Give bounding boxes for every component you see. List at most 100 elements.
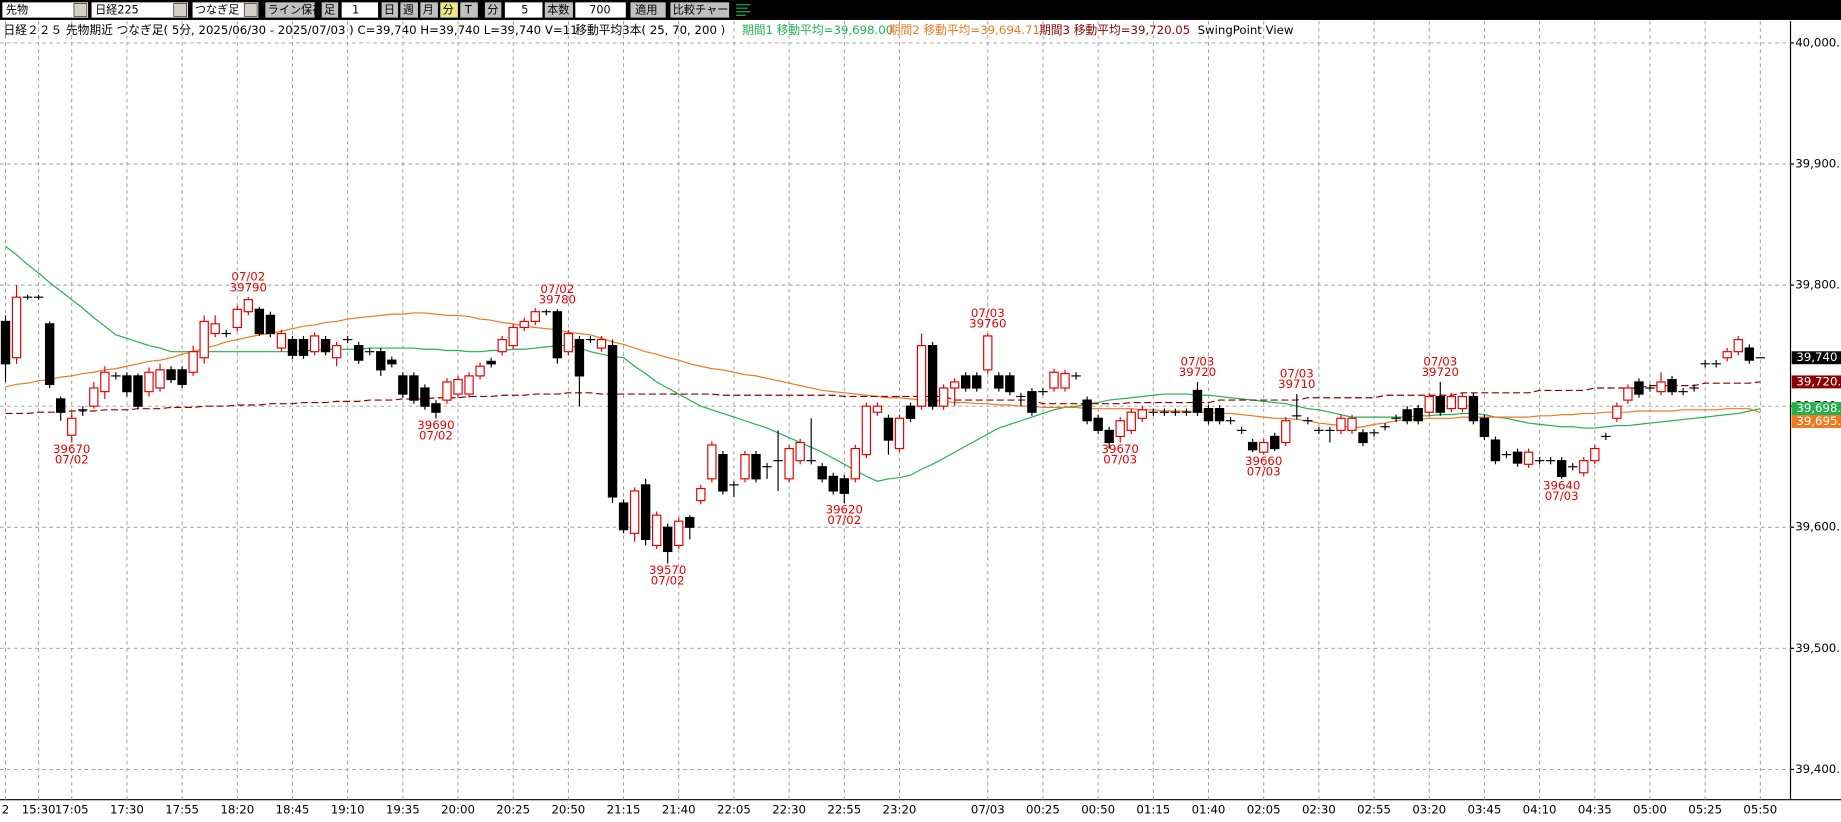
candle-body bbox=[850, 447, 861, 480]
button-text: 比較チャート bbox=[673, 3, 740, 17]
button[interactable] bbox=[420, 2, 438, 18]
swing-price: 39710 bbox=[1278, 377, 1315, 391]
input-box[interactable] bbox=[575, 2, 626, 18]
candle-body bbox=[475, 365, 485, 377]
candle-body bbox=[398, 375, 408, 395]
candle-body bbox=[1490, 439, 1501, 462]
moving-average bbox=[5, 381, 1761, 415]
x-tick-label: 18:20 bbox=[220, 803, 254, 817]
button[interactable] bbox=[381, 2, 399, 18]
y-tick-label: 39,900. bbox=[1795, 157, 1840, 171]
candle-body bbox=[243, 299, 254, 313]
button-text: ライン保存 bbox=[268, 3, 324, 17]
candle-body bbox=[1623, 387, 1633, 401]
y-tick-label: 39,600. bbox=[1795, 520, 1840, 534]
button-text: 適用 bbox=[635, 3, 657, 17]
x-tick-label: 21:40 bbox=[662, 803, 696, 817]
candle-body bbox=[607, 345, 618, 498]
candle-body bbox=[1115, 420, 1125, 438]
button[interactable] bbox=[400, 2, 418, 18]
candle-body bbox=[740, 454, 750, 480]
x-tick-label: 17:30 bbox=[110, 803, 144, 817]
candle-body bbox=[287, 338, 298, 356]
x-tick-label: 20:25 bbox=[496, 803, 530, 817]
x-tick-label: 07/03 bbox=[971, 803, 1005, 817]
candle-body bbox=[1005, 375, 1015, 393]
candle-body bbox=[718, 454, 728, 492]
swing-date: 07/03 bbox=[1247, 465, 1281, 479]
input-box[interactable] bbox=[341, 2, 379, 18]
candle-body bbox=[640, 484, 651, 540]
candle-body bbox=[56, 398, 66, 413]
button[interactable] bbox=[670, 2, 730, 18]
candle-body bbox=[883, 417, 894, 441]
header-ma3: 期間3 移動平均=39,720.05 bbox=[1039, 23, 1190, 37]
price-tag-label: 39,720. bbox=[1796, 374, 1841, 388]
candle-body bbox=[232, 308, 242, 329]
swing-price: 39670 bbox=[1102, 442, 1139, 456]
swing-date: 07/02 bbox=[540, 282, 574, 296]
y-tick-label: 39,400. bbox=[1795, 762, 1840, 776]
x-tick-label: 18:45 bbox=[276, 803, 310, 817]
swing-price: 39670 bbox=[53, 442, 90, 456]
select-arrow[interactable] bbox=[73, 3, 88, 17]
label-box bbox=[321, 2, 339, 18]
button-active[interactable] bbox=[440, 2, 458, 18]
input-text: 700 bbox=[589, 4, 610, 17]
swing-date: 07/03 bbox=[1280, 367, 1314, 381]
input-box[interactable] bbox=[504, 2, 543, 18]
candle-body bbox=[927, 345, 938, 407]
candle-body bbox=[629, 490, 640, 534]
price-tag bbox=[1791, 375, 1841, 389]
button-text: T bbox=[464, 4, 472, 17]
x-tick-label: 15:30 bbox=[22, 803, 56, 817]
swing-price: 39760 bbox=[969, 317, 1006, 331]
candle-body bbox=[409, 375, 419, 401]
candle-body bbox=[1049, 371, 1059, 389]
button[interactable] bbox=[265, 2, 315, 18]
candle-body bbox=[100, 371, 110, 393]
price-tag-label: 39,698. bbox=[1796, 401, 1841, 415]
candle-body bbox=[276, 332, 287, 349]
candle-body bbox=[1523, 451, 1534, 465]
select-arrow[interactable] bbox=[173, 3, 187, 17]
candle-body bbox=[1214, 408, 1225, 422]
candle-body bbox=[1512, 451, 1523, 464]
icon[interactable] bbox=[736, 4, 751, 16]
swing-date: 07/02 bbox=[651, 574, 685, 588]
y-tick-label: 39,500. bbox=[1795, 641, 1840, 655]
select-box[interactable] bbox=[2, 2, 89, 18]
header-ma1: 期間1 移動平均=39,698.00 bbox=[742, 23, 893, 37]
candle-body bbox=[1667, 378, 1677, 393]
candle-body bbox=[1104, 429, 1114, 444]
candle-body bbox=[894, 417, 905, 450]
swing-date: 07/03 bbox=[1103, 453, 1137, 467]
x-tick-label: 21:15 bbox=[607, 803, 641, 817]
candle-body bbox=[1722, 351, 1732, 359]
x-tick-label: 17:55 bbox=[165, 803, 199, 817]
label-text: 分 bbox=[487, 4, 498, 17]
candle-body bbox=[1358, 432, 1368, 444]
button[interactable] bbox=[630, 2, 666, 18]
y-tick-label: 39,800. bbox=[1795, 278, 1840, 292]
select-box[interactable] bbox=[91, 2, 188, 18]
candle-body bbox=[1270, 435, 1280, 450]
candle-body bbox=[133, 375, 143, 407]
candle-body bbox=[0, 320, 11, 365]
swing-price: 39720 bbox=[1179, 365, 1216, 379]
candle-body bbox=[905, 405, 916, 419]
x-tick-label: 00:25 bbox=[1026, 803, 1060, 817]
header-ma-count: 移動平均3本( 25, 70, 200 ) bbox=[575, 23, 725, 37]
swing-date: 07/02 bbox=[419, 428, 453, 442]
candle-body bbox=[795, 441, 805, 462]
header-info: 日経２２５ 先物期近 つなぎ足( 5分, 2025/06/30 - 2025/0… bbox=[4, 23, 578, 37]
select-box[interactable] bbox=[192, 2, 259, 18]
button-text: 月 bbox=[423, 4, 434, 17]
candle-body bbox=[983, 335, 993, 371]
select-arrow[interactable] bbox=[243, 3, 258, 17]
select-text: つなぎ足 bbox=[195, 3, 240, 17]
swing-price: 39780 bbox=[539, 292, 576, 306]
candle-body bbox=[552, 311, 563, 359]
button[interactable] bbox=[460, 2, 478, 18]
